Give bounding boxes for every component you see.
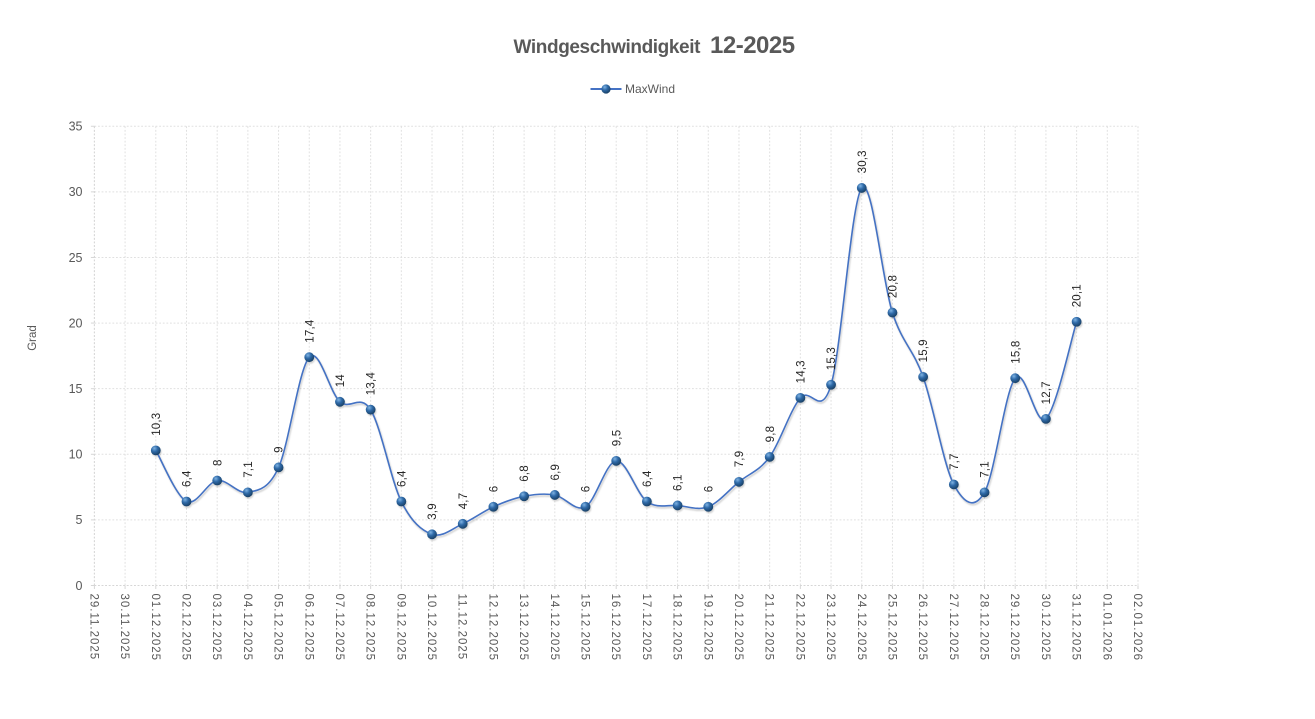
svg-text:30: 30 xyxy=(69,185,83,199)
svg-text:20.12.2025: 20.12.2025 xyxy=(732,594,744,662)
svg-text:35: 35 xyxy=(69,120,83,134)
svg-text:7,1: 7,1 xyxy=(980,461,992,478)
svg-text:12-2025: 12-2025 xyxy=(710,32,795,59)
svg-text:3,9: 3,9 xyxy=(427,503,439,520)
svg-text:25: 25 xyxy=(69,251,83,265)
svg-text:6: 6 xyxy=(703,486,715,493)
svg-text:18.12.2025: 18.12.2025 xyxy=(671,594,683,662)
svg-text:03.12.2025: 03.12.2025 xyxy=(210,594,222,662)
svg-text:06.12.2025: 06.12.2025 xyxy=(302,594,314,662)
svg-text:9,8: 9,8 xyxy=(765,426,777,443)
svg-text:02.01.2026: 02.01.2026 xyxy=(1131,594,1143,662)
svg-text:31.12.2025: 31.12.2025 xyxy=(1070,594,1082,662)
svg-text:6,4: 6,4 xyxy=(396,470,408,487)
svg-text:15,3: 15,3 xyxy=(826,347,838,370)
svg-text:6,4: 6,4 xyxy=(182,470,194,487)
svg-text:Windgeschwindigkeit: Windgeschwindigkeit xyxy=(514,37,702,58)
svg-text:12,7: 12,7 xyxy=(1041,381,1053,404)
svg-text:20: 20 xyxy=(69,316,83,330)
svg-text:13.12.2025: 13.12.2025 xyxy=(517,594,529,662)
svg-text:5: 5 xyxy=(76,513,83,527)
svg-text:15: 15 xyxy=(69,382,83,396)
svg-text:28.12.2025: 28.12.2025 xyxy=(978,594,990,662)
svg-text:30,3: 30,3 xyxy=(857,150,869,173)
svg-text:9,5: 9,5 xyxy=(611,430,623,447)
svg-text:14.12.2025: 14.12.2025 xyxy=(548,594,560,662)
svg-text:6: 6 xyxy=(581,486,593,493)
svg-text:09.12.2025: 09.12.2025 xyxy=(394,594,406,662)
svg-text:15,9: 15,9 xyxy=(918,339,930,362)
svg-text:10,3: 10,3 xyxy=(151,413,163,436)
svg-text:23.12.2025: 23.12.2025 xyxy=(824,594,836,662)
svg-text:20,1: 20,1 xyxy=(1072,284,1084,307)
svg-text:MaxWind: MaxWind xyxy=(625,82,675,96)
svg-text:25.12.2025: 25.12.2025 xyxy=(885,594,897,662)
svg-text:17.12.2025: 17.12.2025 xyxy=(640,594,652,662)
svg-text:7,7: 7,7 xyxy=(949,453,961,470)
svg-text:12.12.2025: 12.12.2025 xyxy=(486,594,498,662)
svg-text:27.12.2025: 27.12.2025 xyxy=(947,594,959,662)
svg-text:4,7: 4,7 xyxy=(458,493,470,510)
svg-text:01.01.2026: 01.01.2026 xyxy=(1100,594,1112,662)
svg-text:29.11.2025: 29.11.2025 xyxy=(87,594,99,661)
svg-text:Grad: Grad xyxy=(27,325,39,351)
svg-text:11.12.2025: 11.12.2025 xyxy=(456,594,468,661)
svg-text:6,8: 6,8 xyxy=(519,465,531,482)
svg-text:15.12.2025: 15.12.2025 xyxy=(579,594,591,662)
svg-text:0: 0 xyxy=(76,579,83,593)
svg-text:17,4: 17,4 xyxy=(304,319,316,343)
svg-text:6: 6 xyxy=(489,486,501,493)
svg-text:6,9: 6,9 xyxy=(550,464,562,481)
svg-text:15,8: 15,8 xyxy=(1010,341,1022,364)
svg-text:14,3: 14,3 xyxy=(796,360,808,383)
svg-text:26.12.2025: 26.12.2025 xyxy=(916,594,928,662)
svg-text:7,1: 7,1 xyxy=(243,461,255,478)
svg-text:04.12.2025: 04.12.2025 xyxy=(241,594,253,662)
svg-text:10.12.2025: 10.12.2025 xyxy=(425,594,437,662)
svg-text:10: 10 xyxy=(69,448,83,462)
svg-text:29.12.2025: 29.12.2025 xyxy=(1008,594,1020,662)
svg-text:7,9: 7,9 xyxy=(734,451,746,468)
svg-text:16.12.2025: 16.12.2025 xyxy=(609,594,621,662)
svg-text:6,4: 6,4 xyxy=(642,470,654,487)
svg-text:05.12.2025: 05.12.2025 xyxy=(272,594,284,662)
svg-text:20,8: 20,8 xyxy=(888,275,900,298)
svg-text:08.12.2025: 08.12.2025 xyxy=(364,594,376,662)
svg-text:19.12.2025: 19.12.2025 xyxy=(701,594,713,662)
svg-text:01.12.2025: 01.12.2025 xyxy=(149,594,161,662)
svg-text:07.12.2025: 07.12.2025 xyxy=(333,594,345,662)
svg-text:13,4: 13,4 xyxy=(366,372,378,396)
svg-text:6,1: 6,1 xyxy=(673,474,685,491)
svg-text:9: 9 xyxy=(274,446,286,453)
svg-text:30.12.2025: 30.12.2025 xyxy=(1039,594,1051,662)
svg-text:02.12.2025: 02.12.2025 xyxy=(180,594,192,662)
svg-text:30.11.2025: 30.11.2025 xyxy=(118,594,130,661)
svg-text:8: 8 xyxy=(212,459,224,466)
svg-text:21.12.2025: 21.12.2025 xyxy=(763,594,775,662)
svg-text:22.12.2025: 22.12.2025 xyxy=(793,594,805,662)
svg-text:24.12.2025: 24.12.2025 xyxy=(855,594,867,662)
svg-text:14: 14 xyxy=(335,374,347,388)
